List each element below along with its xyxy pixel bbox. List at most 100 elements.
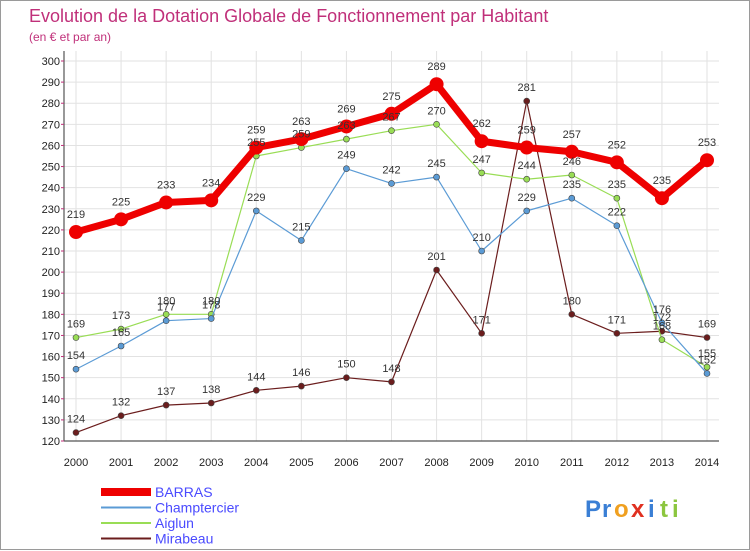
data-point-barras xyxy=(564,144,579,159)
data-point-aiglun xyxy=(162,311,170,318)
data-label-aiglun: 267 xyxy=(382,112,400,124)
logo-letter: i xyxy=(672,496,679,523)
y-tick-label: 150 xyxy=(42,373,60,385)
x-tick-label: 2001 xyxy=(109,457,133,469)
data-label-champtercier: 178 xyxy=(202,300,220,312)
data-label-mirabeau: 150 xyxy=(337,359,355,371)
data-point-barras xyxy=(384,106,399,121)
data-label-aiglun: 169 xyxy=(67,319,85,331)
data-label-champtercier: 165 xyxy=(112,327,130,339)
data-point-mirabeau xyxy=(252,387,260,394)
x-tick-label: 2003 xyxy=(199,457,223,469)
chart-title: Evolution de la Dotation Globale de Fonc… xyxy=(29,6,548,26)
logo-letter: x xyxy=(631,496,645,523)
data-point-aiglun xyxy=(343,135,350,143)
data-label-champtercier: 249 xyxy=(337,150,355,162)
y-tick-label: 260 xyxy=(42,140,60,152)
data-label-mirabeau: 172 xyxy=(653,312,671,324)
data-label-mirabeau: 180 xyxy=(563,295,581,307)
data-label-aiglun: 255 xyxy=(247,137,265,149)
data-point-barras xyxy=(339,119,354,134)
data-label-barras: 235 xyxy=(653,175,671,187)
data-label-mirabeau: 148 xyxy=(382,363,400,375)
data-label-champtercier: 177 xyxy=(157,302,175,314)
legend-label-mirabeau: Mirabeau xyxy=(155,531,213,547)
data-label-champtercier: 152 xyxy=(698,354,716,366)
data-point-mirabeau xyxy=(433,266,440,274)
x-tick-label: 2008 xyxy=(424,457,448,469)
data-point-mirabeau xyxy=(523,97,531,105)
data-point-mirabeau xyxy=(613,330,621,337)
data-point-champtercier xyxy=(568,194,576,202)
data-point-aiglun xyxy=(568,171,576,179)
data-point-aiglun xyxy=(117,325,125,333)
data-label-champtercier: 242 xyxy=(382,164,400,176)
data-point-mirabeau xyxy=(478,330,485,337)
data-label-mirabeau: 144 xyxy=(247,371,265,383)
data-label-champtercier: 245 xyxy=(427,158,445,170)
x-tick-label: 2010 xyxy=(514,457,538,469)
y-tick-label: 120 xyxy=(42,436,60,448)
data-point-champtercier xyxy=(703,370,711,377)
data-point-aiglun xyxy=(658,336,666,343)
data-label-champtercier: 229 xyxy=(247,192,265,204)
data-point-barras xyxy=(114,212,129,227)
x-tick-label: 2002 xyxy=(154,457,178,469)
data-point-aiglun xyxy=(72,334,80,341)
data-point-barras xyxy=(204,193,219,208)
data-label-aiglun: 168 xyxy=(653,321,671,333)
y-tick-label: 250 xyxy=(42,162,60,174)
logo-letter: r xyxy=(602,496,611,523)
data-label-barras: 252 xyxy=(608,139,626,151)
y-tick-label: 130 xyxy=(42,415,60,427)
data-label-mirabeau: 201 xyxy=(427,251,445,263)
logo-letter: P xyxy=(585,496,601,523)
data-point-mirabeau xyxy=(207,399,215,407)
x-tick-label: 2007 xyxy=(379,457,403,469)
data-point-champtercier xyxy=(523,207,531,215)
data-label-aiglun: 244 xyxy=(518,160,536,172)
data-label-barras: 257 xyxy=(563,129,581,141)
data-point-mirabeau xyxy=(388,378,395,386)
x-tick-label: 2013 xyxy=(650,457,674,469)
data-point-champtercier xyxy=(72,365,80,373)
data-point-champtercier xyxy=(658,319,666,327)
data-point-mirabeau xyxy=(298,382,305,390)
data-label-barras: 233 xyxy=(157,179,175,191)
data-label-champtercier: 176 xyxy=(653,304,671,316)
data-label-mirabeau: 281 xyxy=(518,82,536,94)
data-point-aiglun xyxy=(613,194,621,202)
data-point-champtercier xyxy=(613,222,621,229)
y-tick-label: 240 xyxy=(42,183,60,195)
data-label-aiglun: 246 xyxy=(563,156,581,168)
data-point-barras xyxy=(609,155,624,170)
data-point-barras xyxy=(249,140,264,155)
legend-label-aiglun: Aiglun xyxy=(155,515,194,531)
data-label-barras: 259 xyxy=(518,125,536,137)
data-point-champtercier xyxy=(478,247,485,255)
data-label-mirabeau: 132 xyxy=(112,397,130,409)
y-tick-label: 140 xyxy=(42,394,60,406)
y-tick-label: 180 xyxy=(42,309,60,321)
data-point-barras xyxy=(654,191,669,206)
data-point-mirabeau xyxy=(117,412,125,419)
data-label-barras: 253 xyxy=(698,137,716,149)
data-label-mirabeau: 146 xyxy=(292,367,310,379)
x-tick-label: 2004 xyxy=(244,457,268,469)
data-label-aiglun: 259 xyxy=(292,129,310,141)
data-point-champtercier xyxy=(298,237,305,244)
x-tick-label: 2011 xyxy=(560,457,584,469)
logo-letter: i xyxy=(648,496,655,523)
data-label-aiglun: 173 xyxy=(112,310,130,322)
data-label-barras: 225 xyxy=(112,196,130,208)
y-tick-label: 220 xyxy=(42,225,60,237)
plot-area: 120 130 140 150 160 170 180 190 200 210 220 230 240 2… xyxy=(42,51,719,469)
y-tick-label: 160 xyxy=(42,352,60,364)
data-label-mirabeau: 124 xyxy=(67,414,85,426)
y-tick-label: 230 xyxy=(42,204,60,216)
data-label-mirabeau: 171 xyxy=(472,314,490,326)
